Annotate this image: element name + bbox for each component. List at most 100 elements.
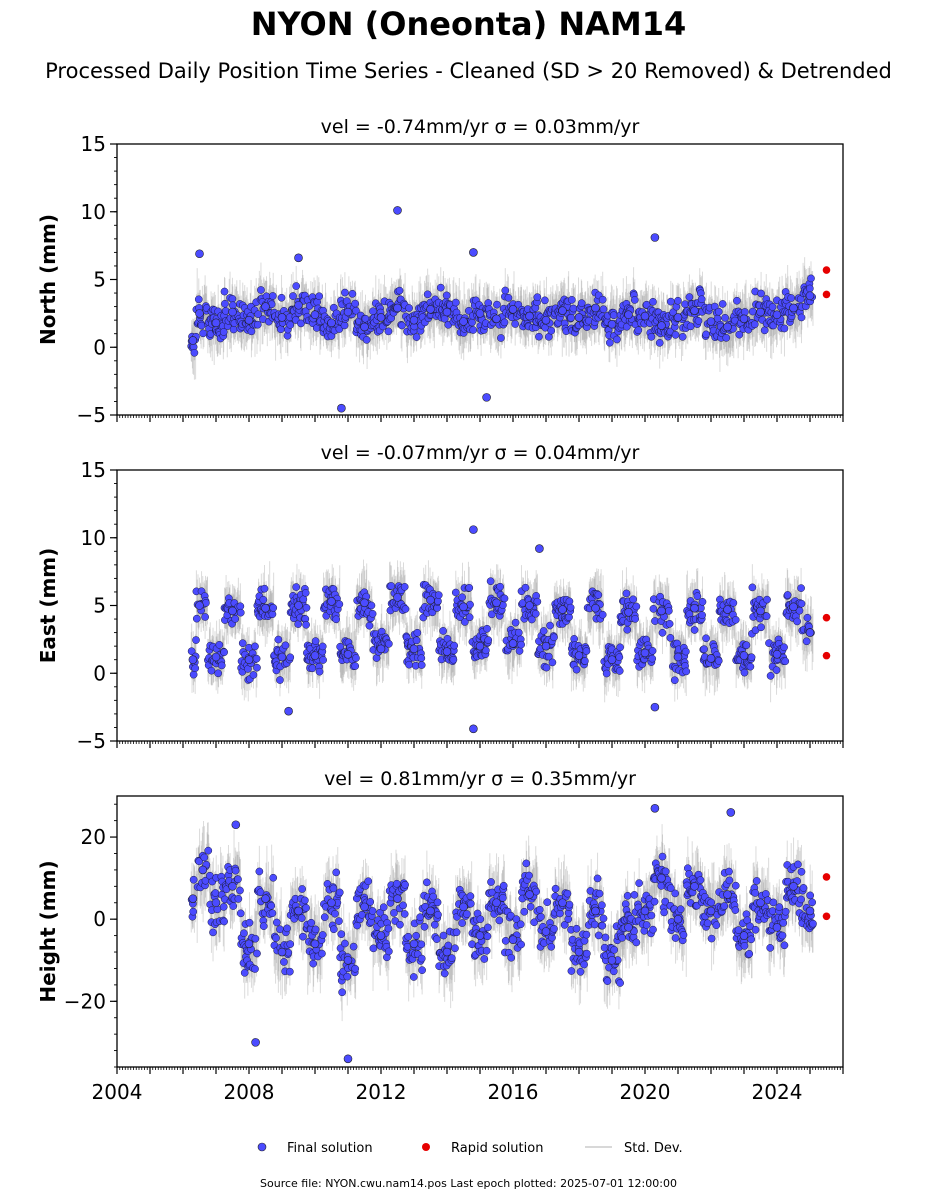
data-point xyxy=(594,591,603,599)
final-solution-point xyxy=(723,322,732,332)
final-solution-point xyxy=(294,300,303,310)
data-point xyxy=(735,330,744,339)
data-point xyxy=(311,637,320,645)
data-point xyxy=(515,647,524,655)
final-solution-point xyxy=(482,393,491,402)
data-point xyxy=(504,293,513,302)
data-point xyxy=(805,284,814,293)
data-point xyxy=(192,636,200,644)
data-point xyxy=(289,292,297,300)
data-point xyxy=(486,577,495,586)
final-solution-point xyxy=(393,206,402,215)
data-point xyxy=(634,326,643,335)
data-point xyxy=(187,647,196,656)
data-point xyxy=(581,657,589,665)
final-solution-point xyxy=(690,306,699,315)
data-point xyxy=(220,648,228,657)
data-point xyxy=(286,653,295,662)
data-point xyxy=(191,664,200,673)
data-point xyxy=(302,603,311,612)
data-point xyxy=(542,663,551,672)
data-point xyxy=(417,654,426,663)
data-point xyxy=(722,333,731,342)
final-solution-point xyxy=(376,313,386,322)
data-point xyxy=(207,666,216,675)
data-point xyxy=(238,639,247,648)
plot-area xyxy=(187,525,831,734)
data-point xyxy=(647,333,656,341)
data-point xyxy=(340,321,349,330)
data-point xyxy=(400,583,409,591)
data-point xyxy=(351,299,360,308)
data-point xyxy=(449,655,458,664)
data-point xyxy=(236,608,245,617)
final-solution-point xyxy=(706,317,716,326)
data-point xyxy=(412,636,421,645)
y-axis-label: North (mm) xyxy=(36,214,60,345)
data-point xyxy=(671,330,680,339)
data-point xyxy=(718,300,727,308)
data-point xyxy=(199,329,207,338)
data-point xyxy=(487,610,496,619)
data-point xyxy=(787,294,796,302)
final-solution-point xyxy=(640,311,650,321)
data-point xyxy=(332,615,341,624)
data-point xyxy=(251,642,259,651)
data-point xyxy=(602,669,611,678)
data-point xyxy=(315,292,324,301)
data-point xyxy=(733,296,741,305)
data-point xyxy=(565,597,574,606)
final-solution-point xyxy=(607,319,617,329)
data-point xyxy=(260,584,269,593)
data-point xyxy=(496,582,504,591)
data-point xyxy=(384,327,393,336)
data-point xyxy=(533,597,542,606)
final-solution-point xyxy=(739,314,749,324)
data-point xyxy=(319,656,327,664)
final-solution-point xyxy=(442,307,452,317)
final-solution-point xyxy=(624,310,633,320)
final-solution-point xyxy=(294,253,303,263)
data-point xyxy=(797,313,806,322)
final-solution-point xyxy=(789,303,798,313)
data-point xyxy=(483,624,491,633)
data-point xyxy=(315,667,324,676)
data-point xyxy=(351,662,360,670)
data-point xyxy=(642,300,651,309)
data-point xyxy=(221,299,229,308)
data-point xyxy=(458,593,466,602)
final-solution-point xyxy=(195,249,204,259)
data-point xyxy=(497,334,505,342)
data-point xyxy=(686,322,695,331)
data-point xyxy=(500,594,509,603)
data-point xyxy=(194,295,203,304)
final-solution-point xyxy=(459,317,468,326)
data-point xyxy=(215,641,224,649)
data-point xyxy=(257,286,265,294)
data-point xyxy=(461,618,469,626)
data-point xyxy=(694,317,703,325)
data-point xyxy=(249,671,258,679)
figure-title: NYON (Oneonta) NAM14 xyxy=(251,5,687,43)
data-point xyxy=(605,338,614,347)
data-point xyxy=(582,647,591,655)
data-point xyxy=(439,627,447,635)
final-solution-point xyxy=(492,314,501,324)
data-point xyxy=(286,321,295,329)
data-point xyxy=(292,282,301,290)
final-solution-point xyxy=(772,310,782,320)
data-point xyxy=(598,295,607,304)
data-point xyxy=(544,652,553,661)
data-point xyxy=(190,348,199,357)
data-point xyxy=(385,639,393,648)
data-point xyxy=(413,628,422,637)
data-point xyxy=(539,627,548,635)
data-point xyxy=(666,297,675,306)
data-point xyxy=(352,654,360,662)
data-point xyxy=(465,583,474,592)
final-solution-point xyxy=(228,307,237,317)
data-point xyxy=(451,588,460,597)
data-point xyxy=(405,660,413,669)
data-point xyxy=(511,618,520,627)
